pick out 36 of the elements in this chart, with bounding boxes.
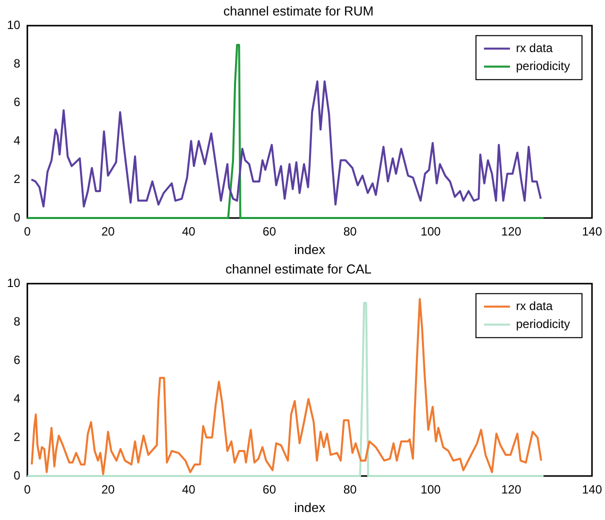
legend-label: rx data	[516, 298, 553, 313]
legend-label: periodicity	[516, 316, 570, 331]
y-tick-label: 6	[14, 94, 21, 109]
x-tick-label: 60	[262, 224, 276, 239]
chart-title: channel estimate for RUM	[223, 3, 374, 18]
y-tick-label: 0	[14, 468, 21, 482]
x-tick-label: 120	[501, 224, 522, 239]
x-tick-label: 140	[582, 482, 602, 497]
chart-title: channel estimate for CAL	[226, 261, 372, 276]
x-axis-title: index	[294, 500, 326, 515]
x-tick-label: 0	[24, 482, 32, 497]
x-tick-label: 20	[101, 224, 116, 239]
y-tick-label: 0	[14, 210, 21, 224]
x-tick-label: 20	[101, 482, 116, 497]
x-tick-label: 60	[262, 482, 276, 497]
x-tick-label: 80	[343, 482, 357, 497]
x-tick-label: 40	[182, 482, 196, 497]
x-tick-label: 40	[182, 224, 196, 239]
y-tick-label: 10	[6, 18, 21, 32]
x-tick-label: 0	[24, 224, 32, 239]
x-tick-label: 80	[343, 224, 357, 239]
legend-label: periodicity	[516, 58, 570, 73]
legend-label: rx data	[516, 40, 553, 55]
y-tick-label: 4	[14, 391, 21, 406]
x-tick-label: 120	[501, 482, 522, 497]
y-tick-label: 8	[14, 314, 21, 328]
x-tick-label: 100	[420, 482, 441, 497]
x-tick-label: 140	[582, 224, 602, 239]
y-tick-label: 4	[14, 133, 21, 148]
y-tick-label: 2	[14, 430, 21, 444]
y-tick-label: 8	[14, 56, 21, 70]
x-tick-label: 100	[420, 224, 441, 239]
y-tick-label: 2	[14, 172, 21, 186]
x-axis-title: index	[294, 242, 326, 257]
y-tick-label: 10	[6, 276, 21, 290]
y-tick-label: 6	[14, 352, 21, 367]
